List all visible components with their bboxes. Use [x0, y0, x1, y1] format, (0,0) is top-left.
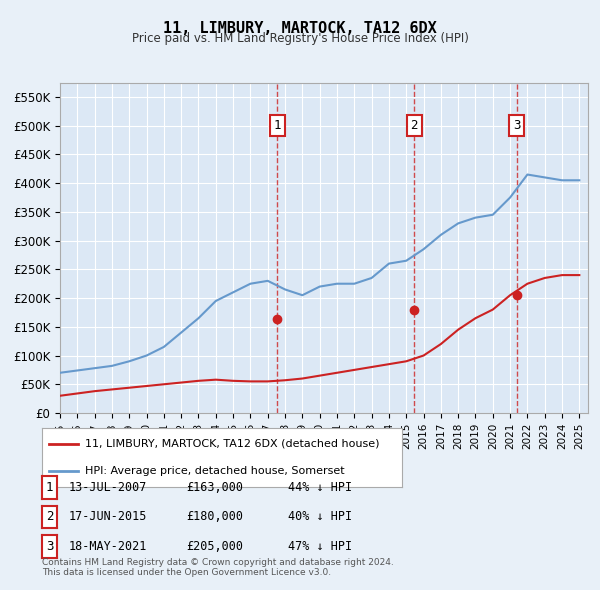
Text: 1: 1 [46, 481, 53, 494]
Text: 18-MAY-2021: 18-MAY-2021 [69, 540, 148, 553]
Text: £163,000: £163,000 [186, 481, 243, 494]
Text: 3: 3 [513, 119, 520, 132]
Text: 2: 2 [46, 510, 53, 523]
Text: 3: 3 [46, 540, 53, 553]
Text: 40% ↓ HPI: 40% ↓ HPI [288, 510, 352, 523]
Text: 17-JUN-2015: 17-JUN-2015 [69, 510, 148, 523]
Text: HPI: Average price, detached house, Somerset: HPI: Average price, detached house, Some… [85, 466, 345, 476]
Text: £180,000: £180,000 [186, 510, 243, 523]
Text: £205,000: £205,000 [186, 540, 243, 553]
Text: 44% ↓ HPI: 44% ↓ HPI [288, 481, 352, 494]
Text: 1: 1 [274, 119, 281, 132]
Text: Contains HM Land Registry data © Crown copyright and database right 2024.
This d: Contains HM Land Registry data © Crown c… [42, 558, 394, 577]
Text: 13-JUL-2007: 13-JUL-2007 [69, 481, 148, 494]
Text: 2: 2 [410, 119, 418, 132]
Text: 47% ↓ HPI: 47% ↓ HPI [288, 540, 352, 553]
Text: Price paid vs. HM Land Registry's House Price Index (HPI): Price paid vs. HM Land Registry's House … [131, 32, 469, 45]
Text: 11, LIMBURY, MARTOCK, TA12 6DX: 11, LIMBURY, MARTOCK, TA12 6DX [163, 21, 437, 35]
Text: 11, LIMBURY, MARTOCK, TA12 6DX (detached house): 11, LIMBURY, MARTOCK, TA12 6DX (detached… [85, 439, 380, 448]
